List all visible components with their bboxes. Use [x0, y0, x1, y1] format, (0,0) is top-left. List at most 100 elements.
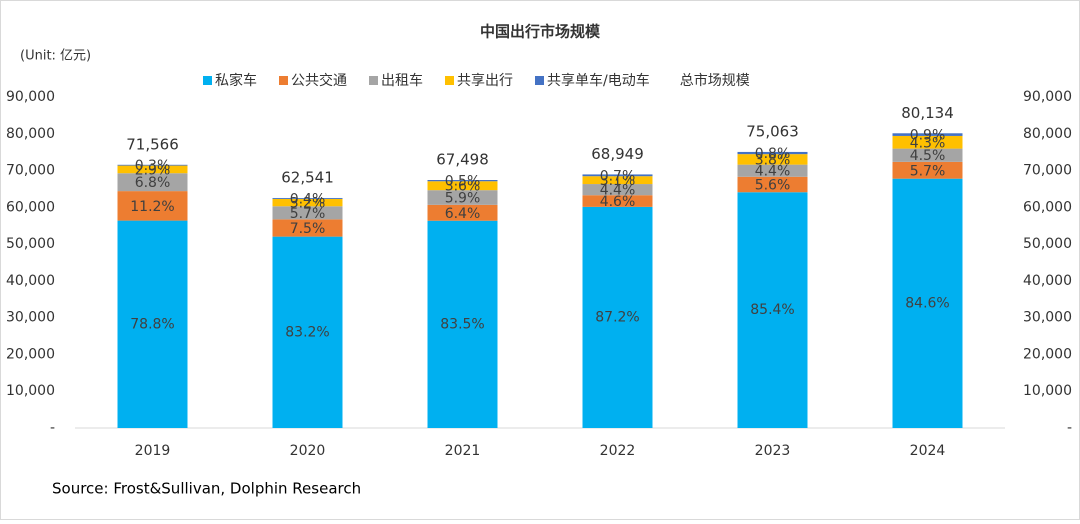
- y-tick-label: 70,000: [6, 163, 55, 179]
- bar-segment: [427, 180, 498, 182]
- data-label: 11.2%: [130, 199, 174, 215]
- legend-label: 共享单车/电动车: [547, 72, 650, 89]
- x-tick-label: 2024: [910, 443, 946, 459]
- bar-segment: [737, 164, 808, 177]
- data-label: 83.5%: [440, 316, 484, 332]
- bar-segment: [427, 220, 498, 428]
- data-label: 0.3%: [135, 158, 171, 174]
- data-label: 6.8%: [135, 175, 171, 191]
- data-label: 0.4%: [290, 191, 326, 207]
- legend-swatch: [369, 76, 378, 85]
- bar-segment: [272, 198, 343, 207]
- data-label: 4.3%: [910, 135, 946, 151]
- bar-segment: [117, 165, 188, 174]
- unit-label: (Unit: 亿元): [20, 49, 91, 64]
- data-label: 2.9%: [135, 162, 171, 178]
- total-label: 62,541: [281, 168, 334, 186]
- legend-swatch: [279, 76, 288, 85]
- bar-segment: [272, 236, 343, 428]
- y2-tick-label: 60,000: [1023, 199, 1072, 215]
- legend-label: 公共交通: [291, 72, 347, 89]
- bar-segment: [892, 148, 963, 162]
- y-tick-label: 60,000: [6, 199, 55, 215]
- bar-segment: [582, 195, 653, 207]
- y2-tick-label: 70,000: [1023, 163, 1072, 179]
- total-label: 68,949: [591, 145, 644, 163]
- legend-swatch: [203, 76, 212, 85]
- bar-segment: [892, 133, 963, 136]
- chart-title: 中国出行市场规模: [480, 23, 601, 41]
- bar-segment: [427, 181, 498, 191]
- total-label: 80,134: [901, 104, 954, 122]
- data-label: 3.6%: [445, 179, 481, 195]
- legend-swatch: [535, 76, 544, 85]
- bar-segment: [737, 151, 808, 155]
- y2-tick-label: 20,000: [1023, 346, 1072, 362]
- data-label: 3.8%: [755, 152, 791, 168]
- data-label: 83.2%: [285, 324, 329, 340]
- bar-segment: [737, 154, 808, 165]
- data-label: 5.7%: [290, 206, 326, 222]
- legend-label: 总市场规模: [680, 72, 750, 89]
- bar-segment: [427, 204, 498, 221]
- data-label: 4.5%: [910, 148, 946, 164]
- legend-swatch: [445, 76, 454, 85]
- data-label: 78.8%: [130, 316, 174, 332]
- x-tick-label: 2019: [135, 443, 171, 459]
- data-label: 0.5%: [445, 174, 481, 190]
- legend-label: 出租车: [381, 72, 423, 89]
- bar-segment: [892, 178, 963, 428]
- bar-segment: [582, 174, 653, 177]
- bar-segment: [117, 164, 188, 166]
- y2-tick-label: 40,000: [1023, 273, 1072, 289]
- bar-segment: [737, 176, 808, 193]
- y-tick-label: 50,000: [6, 236, 55, 252]
- data-label: 5.6%: [755, 178, 791, 194]
- data-label: 5.9%: [445, 191, 481, 207]
- data-label: 0.7%: [600, 168, 636, 184]
- bar-segment: [117, 220, 188, 428]
- data-label: 4.6%: [600, 194, 636, 210]
- data-label: 4.4%: [755, 164, 791, 180]
- bar-segment: [582, 206, 653, 428]
- total-label: 75,063: [746, 122, 799, 140]
- bar-segment: [272, 197, 343, 199]
- bar-segment: [117, 173, 188, 192]
- bar-segment: [892, 161, 963, 179]
- data-label: 4.4%: [600, 183, 636, 199]
- data-label: 84.6%: [905, 295, 949, 311]
- legend-label: 共享出行: [457, 72, 513, 89]
- bar-segment: [582, 184, 653, 196]
- y-tick-label: 90,000: [6, 89, 55, 105]
- data-label: 85.4%: [750, 302, 794, 318]
- bar-segment: [582, 176, 653, 185]
- y2-tick-label: 50,000: [1023, 236, 1072, 252]
- y2-tick-label: 80,000: [1023, 126, 1072, 142]
- y2-tick-label: 30,000: [1023, 310, 1072, 326]
- total-label: 67,498: [436, 150, 489, 168]
- y-tick-label: 20,000: [6, 346, 55, 362]
- data-label: 6.4%: [445, 206, 481, 222]
- total-label: 71,566: [126, 135, 179, 153]
- data-label: 87.2%: [595, 309, 639, 325]
- data-label: 0.9%: [910, 128, 946, 144]
- source: Source: Frost&Sullivan, Dolphin Research: [52, 480, 361, 498]
- y-tick-label: 30,000: [6, 310, 55, 326]
- bar-segment: [117, 191, 188, 221]
- x-tick-label: 2021: [445, 443, 481, 459]
- data-label: 3.2%: [290, 196, 326, 212]
- bar-segment: [272, 219, 343, 237]
- y2-tick-label: 90,000: [1023, 89, 1072, 105]
- bar-segment: [427, 190, 498, 205]
- y-tick-label: -: [50, 420, 55, 436]
- y2-tick-label: 10,000: [1023, 383, 1072, 399]
- data-label: 7.5%: [290, 221, 326, 237]
- bar-segment: [892, 135, 963, 149]
- data-label: 0.8%: [755, 146, 791, 162]
- legend-label: 私家车: [215, 72, 257, 89]
- y-tick-label: 40,000: [6, 273, 55, 289]
- x-tick-label: 2023: [755, 443, 791, 459]
- y2-tick-label: -: [1067, 420, 1072, 436]
- y-tick-label: 10,000: [6, 383, 55, 399]
